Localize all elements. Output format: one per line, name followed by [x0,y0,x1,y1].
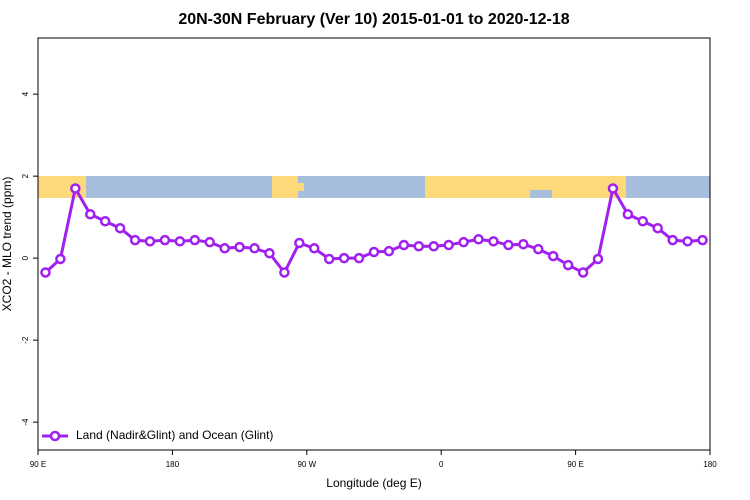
point [592,253,604,265]
y-axis-label: XCO2 - MLO trend (ppm) [0,177,14,312]
chart-title: 20N-30N February (Ver 10) 2015-01-01 to … [178,11,569,28]
point [249,243,260,254]
legend-label: Land (Nadir&Glint) and Ocean (Glint) [76,428,273,442]
point [338,252,350,264]
x-tick-label: 0 [439,460,444,469]
y-tick-label: 0 [21,255,30,260]
point [323,253,335,265]
map-strip [38,176,710,198]
x-tick-label: 90 E [567,460,583,469]
plot-frame [37,37,711,451]
point [458,236,469,248]
point [562,259,574,271]
point [99,215,111,227]
point [518,238,529,250]
point [398,239,410,251]
y-tick-label: 4 [21,91,30,96]
point [279,267,290,278]
point [413,241,425,252]
point [70,183,81,194]
point [428,241,439,252]
point [114,222,126,234]
point [159,234,171,246]
point [219,243,230,254]
point [637,215,649,227]
point [368,246,380,258]
point [55,253,66,265]
y-tick-label: -4 [21,418,30,426]
point [174,236,186,247]
point [547,250,559,262]
point [353,252,365,264]
x-tick-label: 180 [166,460,180,469]
point [40,267,51,278]
point [204,236,215,248]
y-tick-label: -2 [21,336,30,344]
point [383,245,395,257]
y-tick-label: 2 [21,173,30,178]
point [488,236,499,247]
point [473,234,484,245]
x-tick-label: 180 [703,460,717,469]
point [144,236,156,247]
point [697,234,708,246]
point [294,237,305,249]
point [129,234,141,246]
legend-item: Land (Nadir&Glint) and Ocean (Glint) [42,428,273,442]
point [309,243,320,254]
point [234,241,245,253]
x-tick-label: 90 W [297,460,316,469]
point [607,183,619,194]
x-tick-label: 90 E [30,460,46,469]
point [652,222,663,234]
x-axis-label: Longitude (deg E) [326,476,421,490]
point [533,243,544,255]
point [622,209,634,220]
series-line [44,184,703,276]
point [682,236,693,247]
point [503,239,514,251]
point [85,209,96,220]
point [189,234,201,246]
legend-marker [49,430,61,442]
point [667,234,678,246]
point [443,239,454,251]
point [264,247,275,259]
point [577,267,589,278]
